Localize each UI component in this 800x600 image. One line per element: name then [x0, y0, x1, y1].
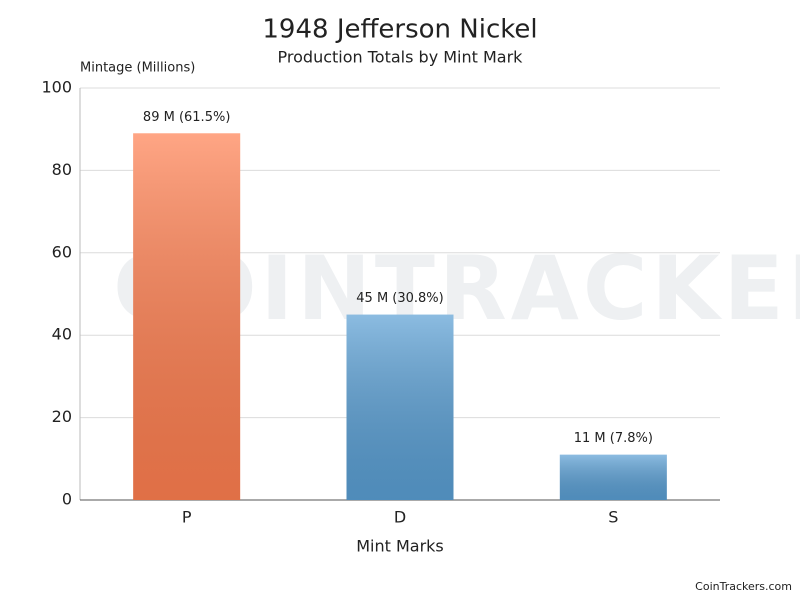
bar-shine	[133, 133, 241, 500]
y-tick-label: 80	[52, 160, 72, 179]
y-tick-label: 40	[52, 325, 72, 344]
y-tick-label: 60	[52, 242, 72, 261]
chart-title: 1948 Jefferson Nickel	[262, 15, 537, 45]
data-label: 11 M (7.8%)	[574, 431, 653, 446]
y-tick-label: 0	[62, 490, 72, 509]
x-axis-label: Mint Marks	[356, 537, 444, 556]
x-tick-label: D	[394, 508, 406, 527]
data-label: 89 M (61.5%)	[143, 110, 230, 125]
chart-subtitle: Production Totals by Mint Mark	[278, 48, 524, 67]
y-tick-label: 100	[41, 78, 72, 97]
y-axis-label: Mintage (Millions)	[80, 61, 195, 76]
y-tick-label: 20	[52, 407, 72, 426]
footer: CoinTrackers.com	[695, 580, 792, 593]
bar-shine	[559, 454, 667, 500]
data-label: 45 M (30.8%)	[356, 291, 443, 306]
bar-shine	[346, 314, 454, 500]
x-tick-label: P	[182, 508, 192, 527]
x-tick-label: S	[608, 508, 618, 527]
